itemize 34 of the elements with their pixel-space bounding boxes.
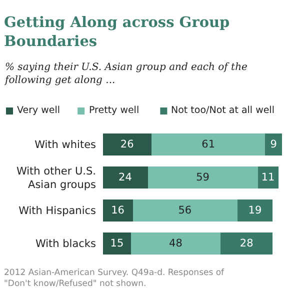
bar [148,166,258,188]
bar [220,232,273,254]
bar [151,134,266,156]
data-label: 15 [110,238,124,250]
bar [103,232,131,254]
text: 2012 Asian-American Survey. Q49a-d. Responses of "Don't know/Refused" not shown. [4,268,226,290]
bar [132,200,238,222]
legend-label: Not too/Not at all well [171,105,274,116]
bar [103,166,148,188]
data-label: 24 [118,172,132,184]
bar [237,200,273,222]
data-label: 11 [261,172,275,184]
chart-subtitle: % saying their U.S. Asian group and each of the following get along ... [4,62,248,86]
y-tick-label: With Hispanics [18,205,96,218]
data-label: 26 [120,138,134,150]
data-label: 28 [240,238,254,250]
chart-title: Getting Along across Group Boundaries [4,14,230,50]
y-tick-label: With blacks [35,238,96,250]
legend-label: Very well [17,105,60,116]
data-label: 59 [196,172,210,184]
bar [103,134,152,156]
bar [265,134,282,156]
legend-label: Pretty well [89,105,140,116]
data-label: 61 [202,138,216,150]
data-label: 56 [178,204,192,216]
y-tick-label: With whites [34,139,96,152]
bar [103,200,133,222]
y-tick-label: With other U.S. Asian groups [16,165,96,191]
data-label: 19 [248,204,262,216]
bar [130,232,220,254]
bar [258,166,278,188]
data-label: 48 [169,238,182,250]
data-label: 16 [111,204,125,216]
data-label: 9 [270,138,277,150]
